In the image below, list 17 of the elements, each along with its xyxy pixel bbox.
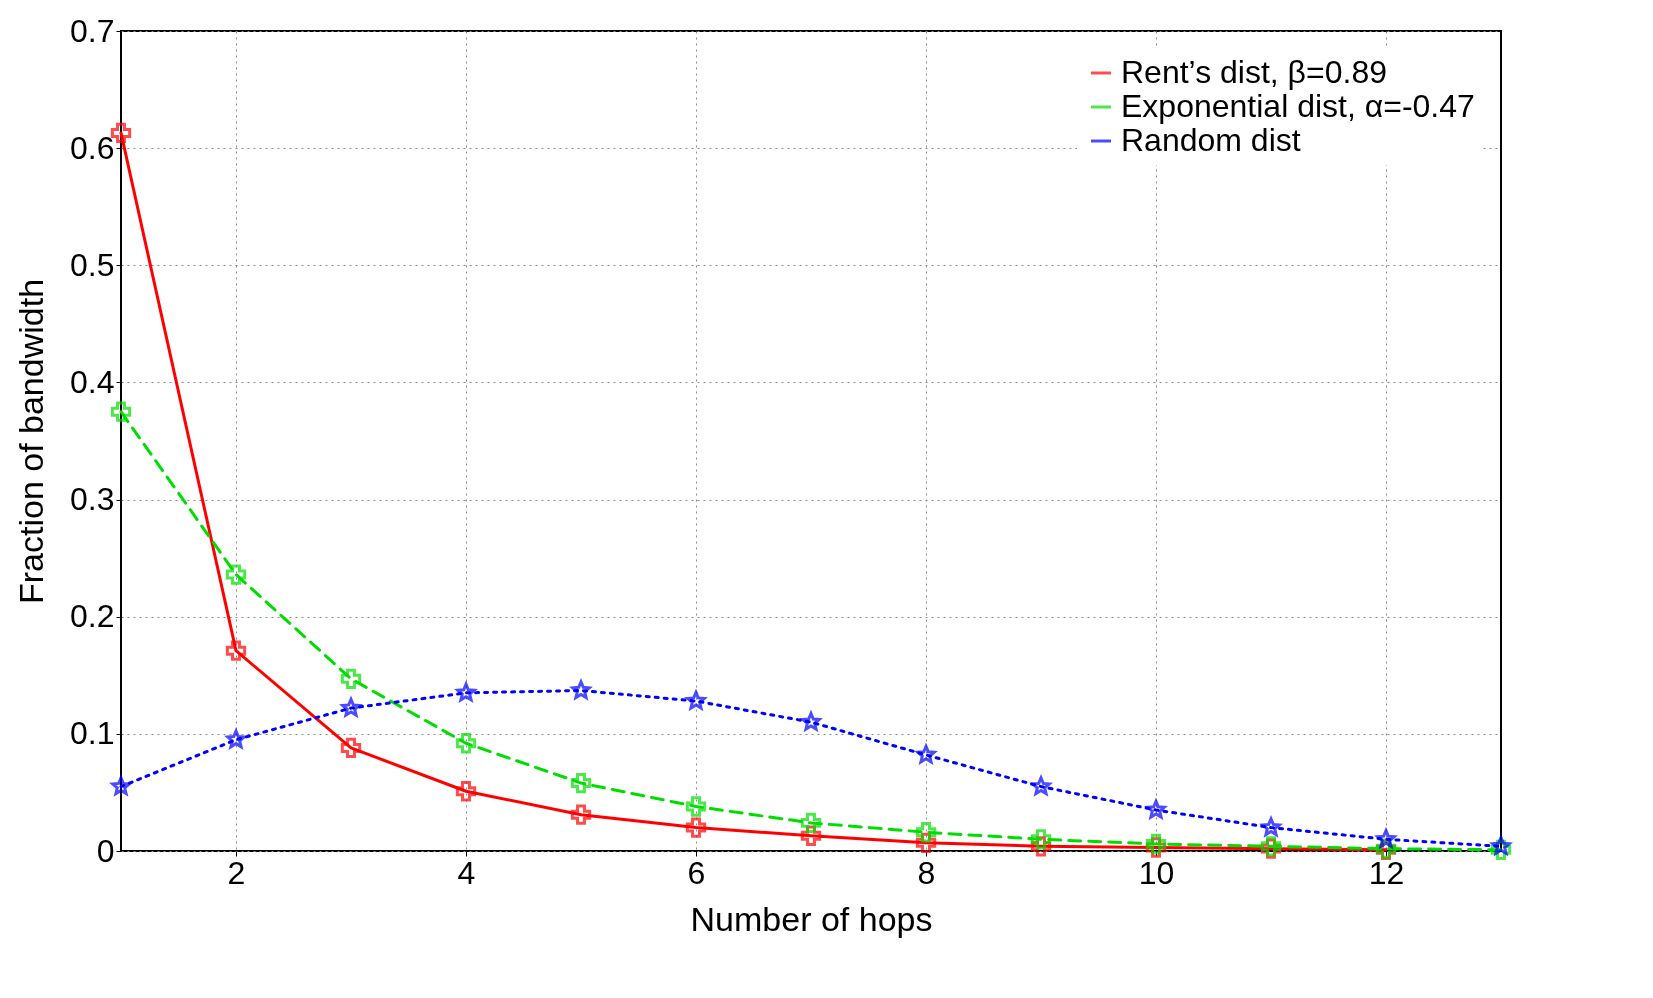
y-tick-label: 0.3	[70, 481, 115, 518]
y-tick-label: 0.5	[70, 246, 115, 283]
x-tick-label: 8	[917, 854, 936, 891]
x-tick-label: 2	[227, 854, 246, 891]
y-tick-label: 0.4	[70, 363, 115, 400]
y-axis-title: Fraction of bandwidth	[12, 278, 51, 605]
x-tick-label: 10	[1138, 854, 1175, 891]
y-tick-label: 0.1	[70, 715, 115, 752]
legend-label: Rent’s dist, β=0.89	[1121, 54, 1387, 90]
y-tick-label: 0	[96, 832, 115, 869]
x-tick-label: 6	[687, 854, 706, 891]
x-tick-label: 4	[457, 854, 476, 891]
y-tick-label: 0.7	[70, 12, 115, 49]
y-tick-label: 0.2	[70, 598, 115, 635]
y-tick-label: 0.6	[70, 129, 115, 166]
x-tick-label: 12	[1368, 854, 1405, 891]
x-axis-title: Number of hops	[690, 899, 933, 938]
